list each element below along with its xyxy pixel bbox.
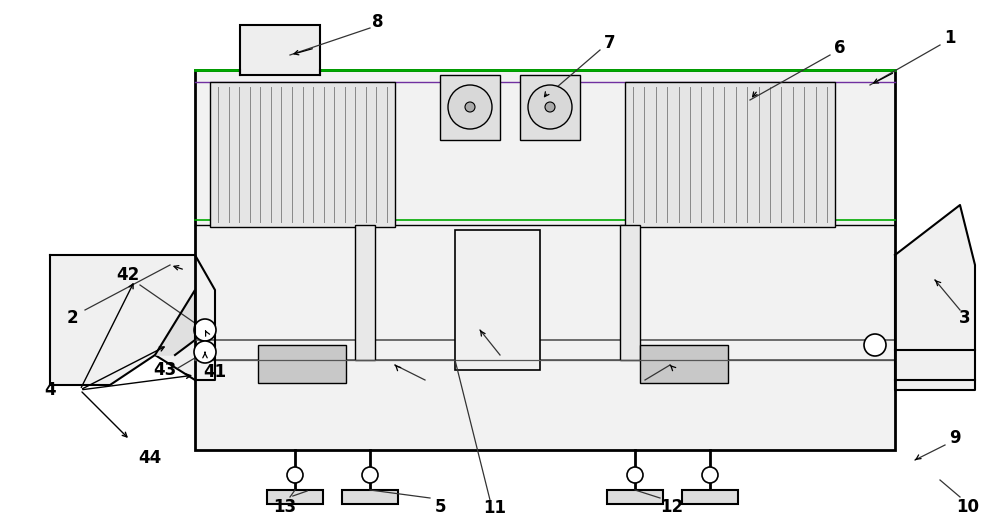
Text: 7: 7 xyxy=(604,34,616,52)
Circle shape xyxy=(287,467,303,483)
Text: 44: 44 xyxy=(138,449,162,467)
Bar xyxy=(607,490,663,504)
Circle shape xyxy=(465,102,475,112)
Text: 5: 5 xyxy=(434,498,446,516)
Circle shape xyxy=(545,102,555,112)
Text: 41: 41 xyxy=(203,363,227,381)
Text: 8: 8 xyxy=(372,13,384,31)
Circle shape xyxy=(702,467,718,483)
Text: 3: 3 xyxy=(959,309,971,327)
Bar xyxy=(625,82,835,227)
Bar xyxy=(355,225,375,360)
Text: 42: 42 xyxy=(116,266,140,284)
Text: 9: 9 xyxy=(949,429,961,447)
Text: 12: 12 xyxy=(660,498,684,516)
Polygon shape xyxy=(155,290,195,355)
Text: 11: 11 xyxy=(484,499,507,517)
Circle shape xyxy=(528,85,572,129)
Text: 13: 13 xyxy=(273,498,297,516)
Bar xyxy=(682,490,738,504)
Text: 2: 2 xyxy=(66,309,78,327)
Circle shape xyxy=(362,467,378,483)
Text: 6: 6 xyxy=(834,39,846,57)
Circle shape xyxy=(627,467,643,483)
Bar xyxy=(455,230,540,370)
Bar xyxy=(195,70,895,450)
Bar xyxy=(520,75,580,140)
Bar xyxy=(620,225,640,360)
Text: 10: 10 xyxy=(956,498,980,516)
Circle shape xyxy=(864,334,886,356)
Text: 43: 43 xyxy=(153,361,177,379)
Text: 4: 4 xyxy=(44,381,56,399)
Polygon shape xyxy=(50,255,215,385)
Bar xyxy=(258,345,346,383)
Bar xyxy=(440,75,500,140)
Bar xyxy=(240,25,320,75)
Polygon shape xyxy=(895,205,975,390)
Bar xyxy=(342,490,398,504)
Circle shape xyxy=(194,341,216,363)
Bar xyxy=(640,345,728,383)
Circle shape xyxy=(194,319,216,341)
Text: 1: 1 xyxy=(944,29,956,47)
Circle shape xyxy=(448,85,492,129)
Bar xyxy=(210,82,395,227)
Bar xyxy=(267,490,323,504)
